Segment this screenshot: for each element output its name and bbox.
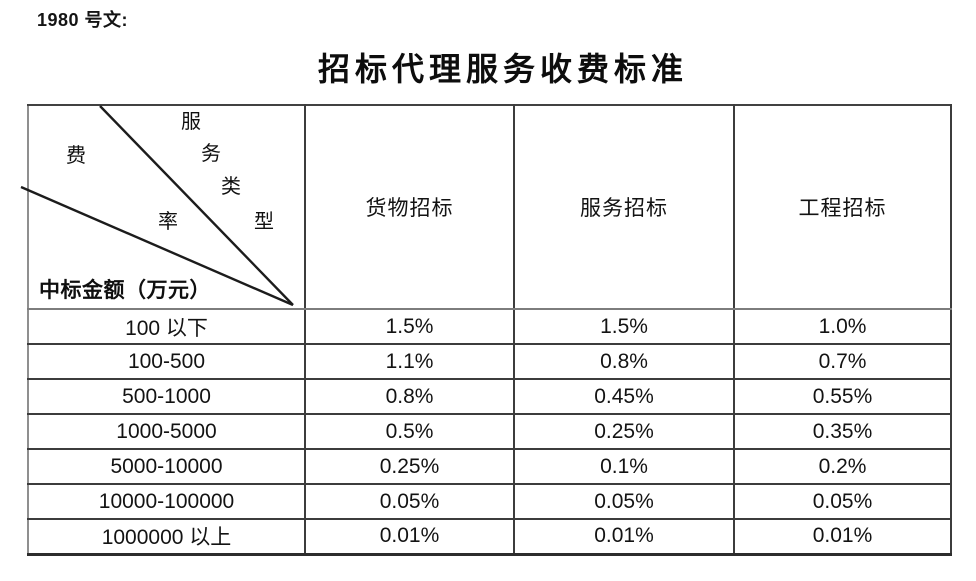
column-header-goods-bidding: 货物招标	[304, 104, 515, 310]
service-rate-cell: 0.01%	[513, 518, 735, 556]
diagonal-divider-lines	[20, 105, 294, 307]
service-rate-cell: 1.5%	[513, 308, 735, 345]
engineering-rate-cell: 0.7%	[733, 343, 952, 380]
column-header-service-bidding: 服务招标	[513, 104, 735, 310]
amount-range-cell: 5000-10000	[27, 448, 306, 485]
goods-rate-cell: 0.05%	[304, 483, 515, 520]
amount-range-cell: 1000-5000	[27, 413, 306, 450]
engineering-rate-cell: 1.0%	[733, 308, 952, 345]
goods-rate-cell: 0.01%	[304, 518, 515, 556]
corner-label-service-type-char: 服	[181, 111, 201, 133]
corner-label-service-type-char: 务	[201, 143, 221, 165]
engineering-rate-cell: 0.01%	[733, 518, 952, 556]
service-rate-cell: 0.1%	[513, 448, 735, 485]
document-title: 招标代理服务收费标准	[317, 51, 688, 87]
corner-label-amount: 中标金额（万元）	[39, 278, 211, 302]
table-header-row: 服 务 类 型 费 率 中标金额（万元） 货物招标 服务招标 工程招标	[20, 104, 952, 310]
table-row: 100-500 1.1% 0.8% 0.7%	[27, 343, 952, 380]
engineering-rate-cell: 0.2%	[733, 448, 952, 485]
service-rate-cell: 0.45%	[513, 378, 735, 415]
goods-rate-cell: 0.5%	[304, 413, 515, 450]
table-row: 100 以下 1.5% 1.5% 1.0%	[27, 308, 952, 345]
corner-label-service-type-char: 类	[221, 176, 241, 198]
goods-rate-cell: 0.8%	[304, 378, 515, 415]
corner-label-fee-rate-char: 率	[158, 211, 178, 233]
table-row: 500-1000 0.8% 0.45% 0.55%	[27, 378, 952, 415]
corner-header-cell: 服 务 类 型 费 率 中标金额（万元）	[20, 104, 306, 310]
table-row: 5000-10000 0.25% 0.1% 0.2%	[27, 448, 952, 485]
engineering-rate-cell: 0.05%	[733, 483, 952, 520]
engineering-rate-cell: 0.55%	[733, 378, 952, 415]
goods-rate-cell: 0.25%	[304, 448, 515, 485]
amount-range-cell: 100-500	[27, 343, 306, 380]
service-rate-cell: 0.8%	[513, 343, 735, 380]
amount-range-cell: 500-1000	[27, 378, 306, 415]
column-header-engineering-bidding: 工程招标	[733, 104, 952, 310]
amount-range-cell: 100 以下	[27, 308, 306, 345]
service-rate-cell: 0.25%	[513, 413, 735, 450]
corner-label-fee-rate-char: 费	[66, 145, 86, 167]
doc-number: 1980 号文:	[37, 10, 129, 30]
goods-rate-cell: 1.5%	[304, 308, 515, 345]
table-row: 1000-5000 0.5% 0.25% 0.35%	[27, 413, 952, 450]
goods-rate-cell: 1.1%	[304, 343, 515, 380]
corner-label-service-type-char: 型	[254, 211, 274, 233]
fee-standard-table: 服 务 类 型 费 率 中标金额（万元） 货物招标 服务招标 工程招标 100 …	[20, 104, 952, 556]
amount-range-cell: 1000000 以上	[27, 518, 306, 556]
table-row: 10000-100000 0.05% 0.05% 0.05%	[27, 483, 952, 520]
service-rate-cell: 0.05%	[513, 483, 735, 520]
amount-range-cell: 10000-100000	[27, 483, 306, 520]
table-row: 1000000 以上 0.01% 0.01% 0.01%	[27, 518, 952, 556]
engineering-rate-cell: 0.35%	[733, 413, 952, 450]
